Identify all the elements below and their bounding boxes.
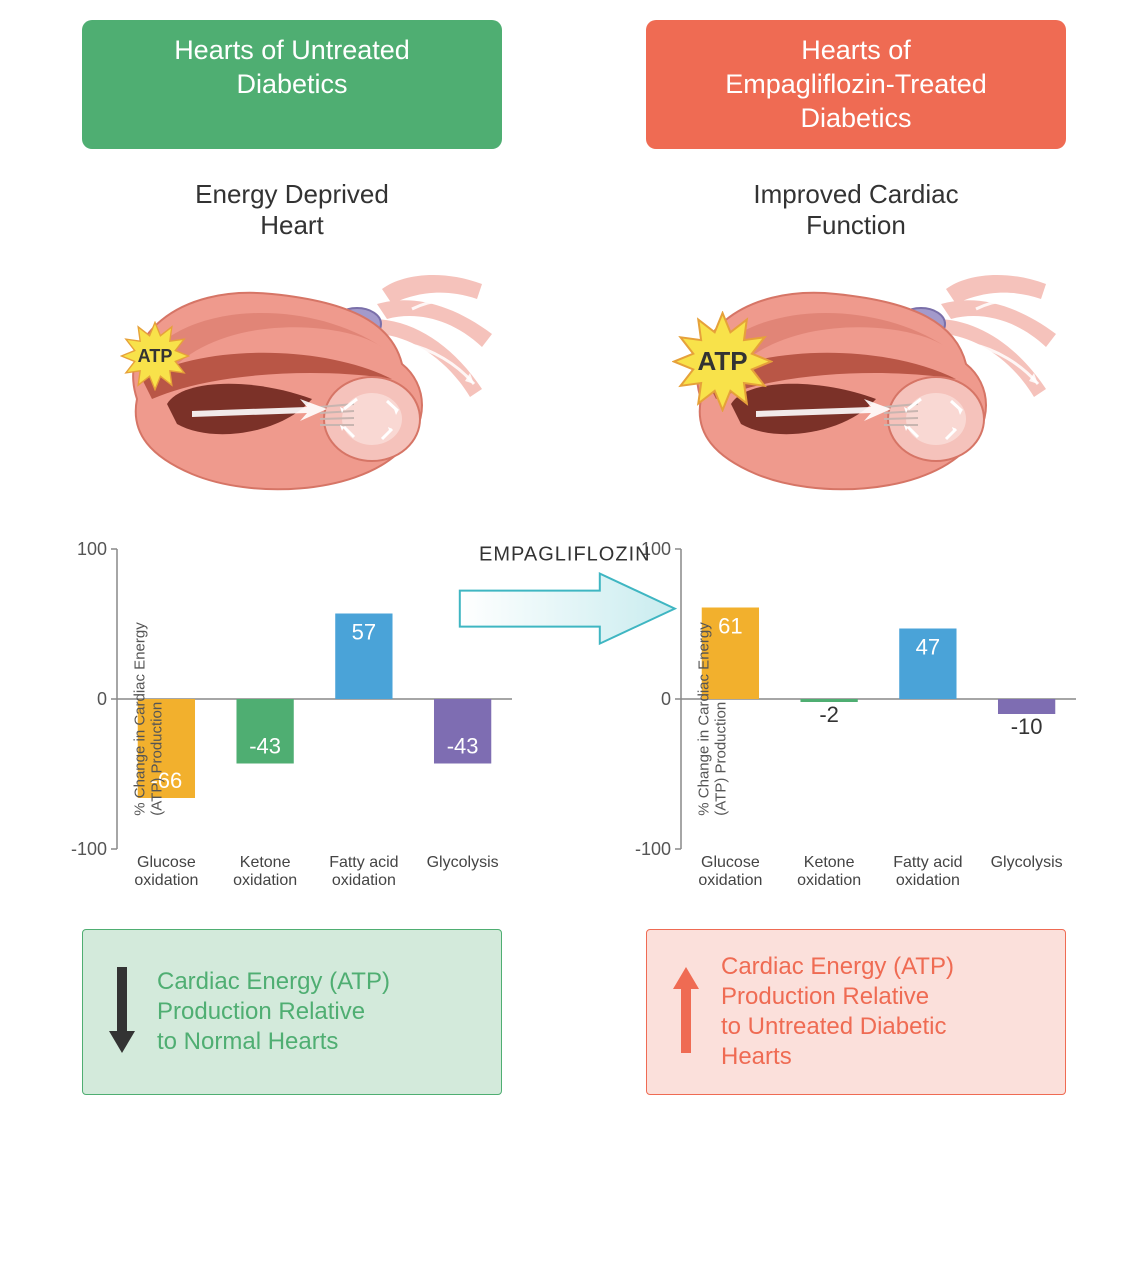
svg-text:Fatty acid: Fatty acid bbox=[893, 854, 962, 871]
ylabel-right: % Change in Cardiac Energy (ATP) Product… bbox=[696, 623, 730, 816]
svg-text:Ketone: Ketone bbox=[240, 854, 291, 871]
chart-treated: % Change in Cardiac Energy (ATP) Product… bbox=[626, 539, 1086, 899]
svg-text:oxidation: oxidation bbox=[134, 872, 198, 889]
svg-text:Glucose: Glucose bbox=[701, 854, 760, 871]
svg-text:oxidation: oxidation bbox=[698, 872, 762, 889]
atp-badge-right: ATP bbox=[672, 311, 773, 417]
atp-badge-left: ATP bbox=[120, 321, 190, 396]
svg-text:0: 0 bbox=[661, 689, 671, 709]
up-arrow-icon bbox=[671, 965, 701, 1060]
footer-treated: Cardiac Energy (ATP) Production Relative… bbox=[646, 929, 1066, 1095]
svg-text:-2: -2 bbox=[819, 702, 839, 727]
svg-text:oxidation: oxidation bbox=[896, 872, 960, 889]
svg-text:100: 100 bbox=[77, 539, 107, 559]
svg-text:Fatty acid: Fatty acid bbox=[329, 854, 398, 871]
svg-text:-100: -100 bbox=[71, 839, 107, 859]
svg-text:0: 0 bbox=[97, 689, 107, 709]
svg-text:-100: -100 bbox=[635, 839, 671, 859]
ylabel-left: % Change in Cardiac Energy (ATP) Product… bbox=[132, 623, 166, 816]
svg-text:-10: -10 bbox=[1011, 714, 1043, 739]
svg-text:Glycolysis: Glycolysis bbox=[991, 854, 1063, 871]
header-treated: Hearts of Empagliflozin-Treated Diabetic… bbox=[646, 20, 1066, 149]
svg-text:-43: -43 bbox=[447, 734, 479, 759]
down-arrow-icon bbox=[107, 965, 137, 1060]
heart-right: Improved Cardiac Function ATP bbox=[594, 179, 1118, 509]
arrow-label: EMPAGLIFLOZIN bbox=[450, 543, 680, 566]
svg-text:Glycolysis: Glycolysis bbox=[427, 854, 499, 871]
footer-untreated: Cardiac Energy (ATP) Production Relative… bbox=[82, 929, 502, 1095]
svg-text:oxidation: oxidation bbox=[332, 872, 396, 889]
svg-text:oxidation: oxidation bbox=[797, 872, 861, 889]
empagliflozin-arrow: EMPAGLIFLOZIN bbox=[450, 543, 680, 663]
svg-text:oxidation: oxidation bbox=[233, 872, 297, 889]
heart-left: Energy Deprived Heart ATP bbox=[30, 179, 554, 509]
svg-text:-43: -43 bbox=[249, 734, 281, 759]
svg-text:Glucose: Glucose bbox=[137, 854, 196, 871]
heart-right-title: Improved Cardiac Function bbox=[753, 179, 958, 241]
footer-untreated-text: Cardiac Energy (ATP) Production Relative… bbox=[157, 967, 390, 1057]
svg-text:47: 47 bbox=[916, 635, 940, 660]
svg-text:Ketone: Ketone bbox=[804, 854, 855, 871]
header-untreated: Hearts of Untreated Diabetics bbox=[82, 20, 502, 149]
svg-text:57: 57 bbox=[352, 620, 376, 645]
footer-treated-text: Cardiac Energy (ATP) Production Relative… bbox=[721, 952, 954, 1072]
heart-left-title: Energy Deprived Heart bbox=[195, 179, 389, 241]
